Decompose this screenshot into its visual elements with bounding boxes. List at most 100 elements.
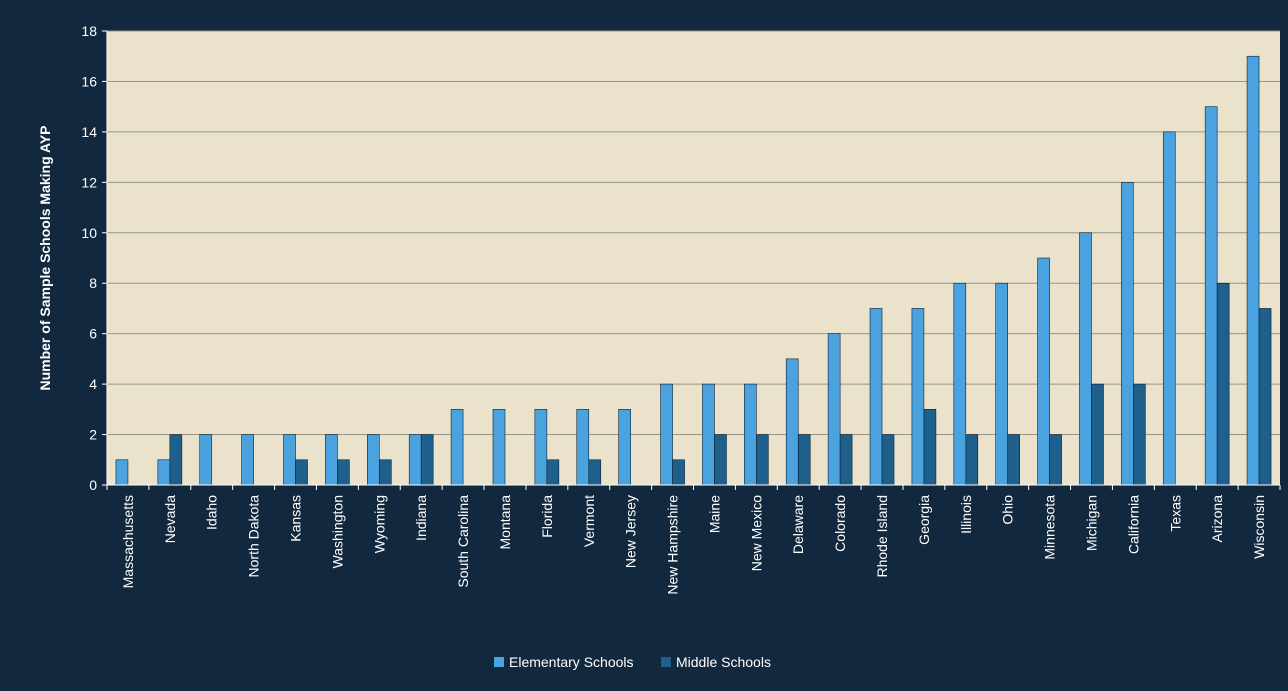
legend-swatch [494,657,504,667]
x-tick-label: Indiana [413,495,429,541]
bar-elementary [744,383,757,486]
y-axis-label: Number of Sample Schools Making AYP [37,125,53,390]
x-tick-label: Kansas [288,495,304,542]
bar-middle [1216,282,1230,486]
x-tick-label: Ohio [1000,495,1016,525]
x-tick-label: Michigan [1083,495,1099,551]
bar-elementary [660,383,673,486]
x-tick-label: Idaho [204,495,220,530]
bar-middle [923,409,937,486]
x-tick-label: Rhode Island [874,495,890,578]
bar-elementary [869,308,883,486]
x-tick-label: Georgia [916,495,932,545]
legend-label: Elementary Schools [509,654,634,670]
bar-middle [337,459,350,486]
bar-elementary [492,409,506,486]
y-tick-label: 16 [81,73,97,89]
bar-elementary [618,409,631,486]
bar-middle [379,459,392,486]
x-tick-label: South Carolina [455,495,471,588]
bar-middle [546,459,560,486]
bar-elementary [199,434,213,486]
bar-elementary [283,434,296,486]
x-tick-label: Massachusetts [120,495,136,588]
bar-middle [1133,383,1146,486]
y-tick-label: 8 [89,275,97,291]
y-tick-label: 12 [81,174,97,190]
bar-middle [1007,434,1020,486]
x-tick-label: Texas [1167,495,1183,532]
x-tick-label: Washington [329,495,345,568]
x-tick-label: Montana [497,495,513,550]
gridlines [107,30,1280,436]
bar-middle [295,459,308,486]
bar-elementary [115,459,129,486]
bar-middle [1049,434,1062,486]
x-tick-label: New Mexico [748,495,764,571]
bar-middle [839,434,853,486]
bar-middle [1258,308,1272,486]
bar-elementary [450,409,464,486]
bar-elementary [1246,55,1260,486]
axes [106,31,1281,490]
bar-elementary [953,282,967,486]
bar-middle [588,459,602,486]
x-tick-label: New Hampshire [665,495,681,595]
x-tick-label: Delaware [790,495,806,554]
y-tick-label: 10 [81,225,97,241]
y-tick-label: 18 [81,23,97,39]
x-tick-label: North Dakota [246,495,262,578]
bar-elementary [785,358,799,486]
bar-elementary [408,434,422,486]
x-tick-label: Nevada [162,495,178,543]
bar-elementary [1121,182,1134,486]
bar-elementary [367,434,380,486]
legend-swatch [661,657,671,667]
x-tick-label: Wisconsin [1251,495,1267,559]
x-tick-labels: Massachusetts Nevada Idaho North Dakota Kans… [120,495,1267,595]
bar-middle [797,434,811,486]
bar-elementary [325,434,338,486]
bar-middle [420,434,434,486]
y-tick-label: 6 [89,326,97,342]
x-tick-label: Vermont [581,495,597,547]
plot-area [107,31,1280,485]
bar-middle [881,434,895,486]
bar-middle [965,434,979,486]
x-tick-label: California [1125,495,1141,554]
x-tick-label: Florida [539,495,555,538]
legend: Elementary Schools Middle Schools [494,654,771,670]
bar-middle [714,434,727,486]
bar-elementary [1204,106,1218,486]
x-tick-label: New Jersey [623,495,639,568]
legend-label: Middle Schools [676,654,771,670]
bar-elementary [1162,131,1176,486]
bar-elementary [1037,257,1050,486]
bar-middle [672,459,685,486]
bar-middle [1091,383,1104,486]
x-tick-label: Wyoming [371,495,387,553]
y-tick-label: 4 [89,376,97,392]
bar-elementary [827,333,841,486]
bar-elementary [1079,232,1092,486]
x-tick-label: Colorado [832,495,848,552]
y-tick-labels: 0 2 4 6 8 10 12 14 16 18 [81,23,107,493]
bar-middle [756,434,769,486]
bar-elementary [241,434,254,486]
y-tick-label: 0 [89,477,97,493]
bar-elementary [534,409,548,486]
bar-middle [169,434,183,486]
y-tick-label: 14 [81,124,97,140]
x-tick-label: Illinois [958,495,974,534]
x-tick-label: Minnesota [1042,495,1058,560]
bar-elementary [702,383,715,486]
y-tick-label: 2 [89,427,97,443]
bar-elementary [576,409,590,486]
bar-elementary [157,459,171,486]
bar-elementary [995,282,1008,486]
x-tick-label: Maine [706,495,722,533]
bar-elementary [911,308,925,486]
x-tick-label: Arizona [1209,495,1225,543]
